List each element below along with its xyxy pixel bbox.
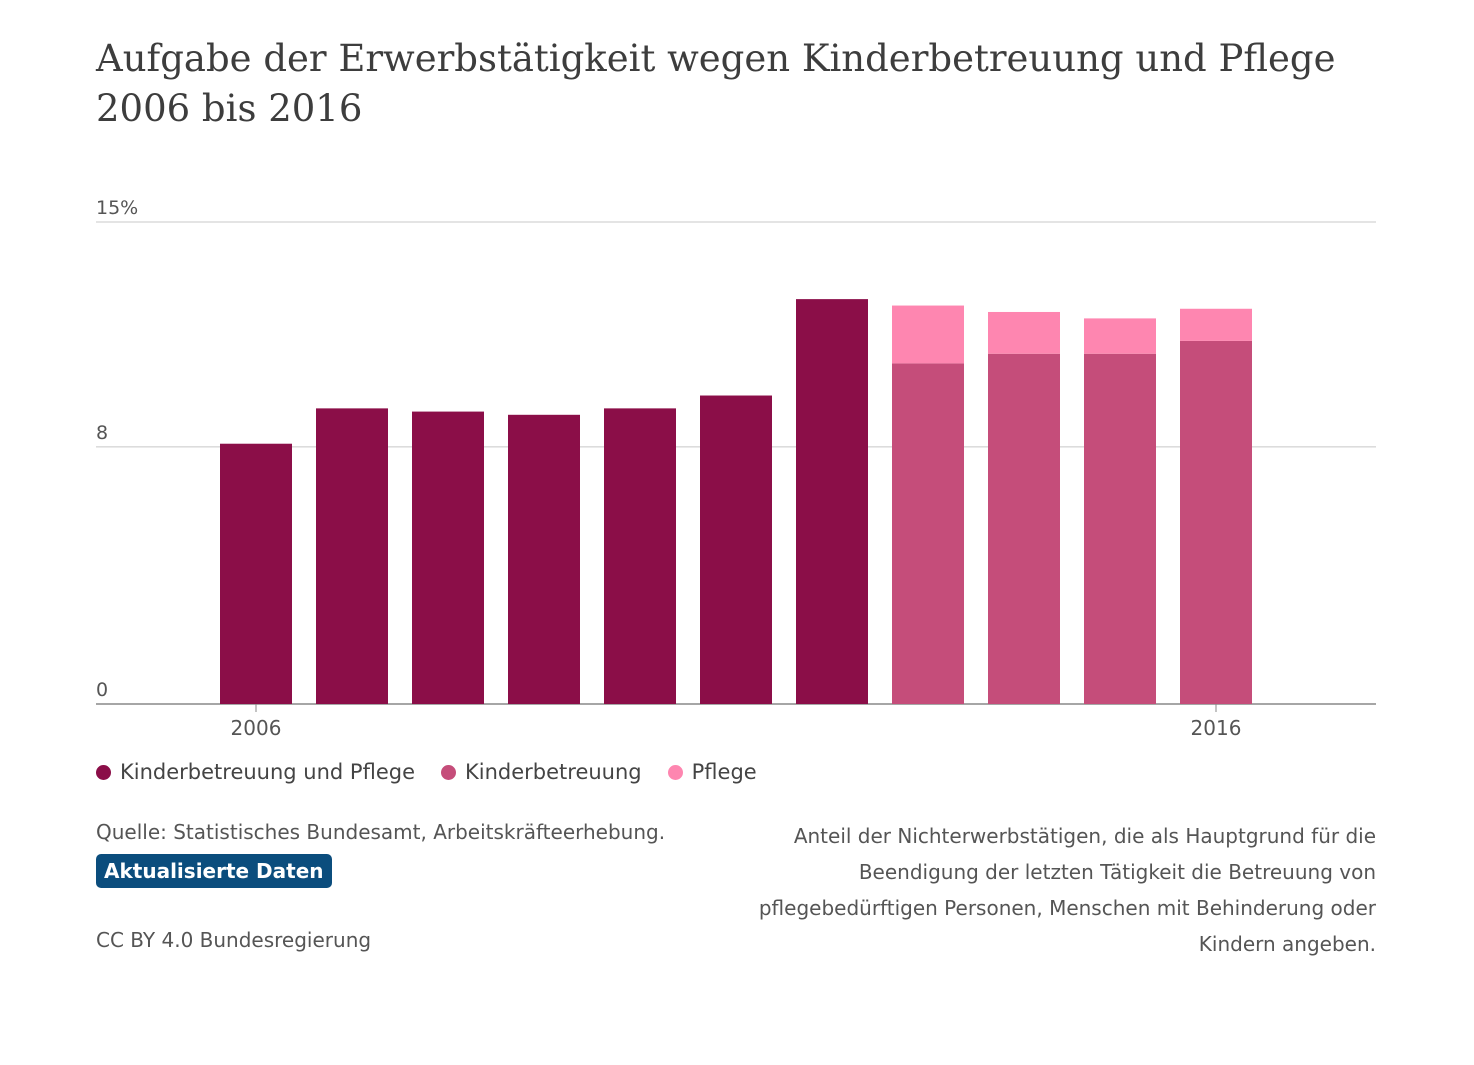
bar-2015-series-1[interactable] <box>1084 353 1156 704</box>
x-tick-label: 2006 <box>231 716 282 740</box>
bars <box>220 299 1252 704</box>
legend-dot-icon <box>96 764 111 780</box>
y-tick-label: 8 <box>96 422 108 444</box>
license-text: CC BY 4.0 Bundesregierung <box>96 928 372 952</box>
legend-dot-icon <box>441 764 456 780</box>
y-tick-label: 15% <box>96 197 138 219</box>
bar-2013-series-2[interactable] <box>892 305 964 364</box>
bar-2009-series-0[interactable] <box>508 414 580 704</box>
chart-note: Anteil der Nichterwerbstätigen, die als … <box>758 824 1376 956</box>
bar-chart: 0 8 15% 2006 2016 <box>96 197 1376 740</box>
bar-2014-series-1[interactable] <box>988 353 1060 704</box>
bar-2008-series-0[interactable] <box>412 411 484 704</box>
updated-data-button[interactable]: Aktualisierte Daten <box>96 854 332 888</box>
x-tick-labels: 2006 2016 <box>231 704 1242 740</box>
legend-label: Kinderbetreuung <box>465 760 642 784</box>
bar-2014-series-2[interactable] <box>988 311 1060 354</box>
bar-2013-series-1[interactable] <box>892 363 964 704</box>
y-tick-label: 0 <box>96 679 108 701</box>
x-tick-label: 2016 <box>1191 716 1242 740</box>
bar-2015-series-2[interactable] <box>1084 318 1156 354</box>
bar-2006-series-0[interactable] <box>220 443 292 704</box>
legend-item-pflege[interactable]: Pflege <box>667 760 757 784</box>
y-tick-labels: 0 8 15% <box>96 197 138 701</box>
bar-2016-series-1[interactable] <box>1180 340 1252 704</box>
chart-title: Aufgabe der Erwerbstätigkeit wegen Kinde… <box>96 37 1336 130</box>
legend-item-kinderbetreuung-und-pflege[interactable]: Kinderbetreuung und Pflege <box>96 760 415 784</box>
legend-item-kinderbetreuung[interactable]: Kinderbetreuung <box>441 760 642 784</box>
bar-2012-series-0[interactable] <box>796 299 868 704</box>
bar-2010-series-0[interactable] <box>604 408 676 704</box>
bar-2011-series-0[interactable] <box>700 395 772 704</box>
legend-label: Pflege <box>691 760 757 784</box>
bar-2007-series-0[interactable] <box>316 408 388 704</box>
legend-label: Kinderbetreuung und Pflege <box>120 760 415 784</box>
source-text: Quelle: Statistisches Bundesamt, Arbeits… <box>96 820 666 844</box>
legend-dot-icon <box>667 764 683 780</box>
bar-2016-series-2[interactable] <box>1180 308 1252 341</box>
legend: Kinderbetreuung und Pflege Kinderbetreuu… <box>96 760 783 784</box>
